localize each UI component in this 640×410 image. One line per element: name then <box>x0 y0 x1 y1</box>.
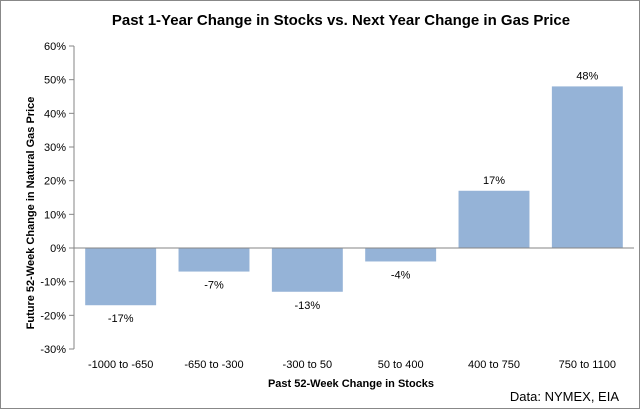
y-tick-label: 0% <box>50 243 66 255</box>
chart-title: Past 1-Year Change in Stocks vs. Next Ye… <box>112 12 570 29</box>
x-tick-label: -300 to 50 <box>283 359 333 371</box>
bar <box>178 248 250 272</box>
bar-value-label: 17% <box>483 175 505 187</box>
y-tick-label: 60% <box>44 41 66 53</box>
y-tick-label: 20% <box>44 176 66 188</box>
x-tick-label: -650 to -300 <box>184 359 243 371</box>
bar-series <box>85 86 623 306</box>
y-tick-label: 30% <box>44 142 66 154</box>
bar-value-label: -4% <box>391 269 411 281</box>
x-axis-title: Past 52-Week Change in Stocks <box>268 378 434 390</box>
bar <box>551 86 623 249</box>
bar <box>85 248 157 306</box>
bar-value-label: -17% <box>108 313 134 325</box>
x-tick-label: 50 to 400 <box>378 359 424 371</box>
y-tick-label: -20% <box>40 310 66 322</box>
bar <box>458 190 530 248</box>
x-tick-label: 400 to 750 <box>468 359 520 371</box>
source-note: Data: NYMEX, EIA <box>510 389 619 404</box>
y-tick-label: 10% <box>44 209 66 221</box>
x-tick-label: 750 to 1100 <box>559 359 616 371</box>
y-axis-ticks: 60% 50% 40% 30% 20% 10% 0% -10% -20% -30% <box>40 41 74 356</box>
y-tick-label: 40% <box>44 108 66 120</box>
bar-value-label: -7% <box>204 280 224 292</box>
data-labels: -17% -7% -13% -4% 17% 48% <box>108 70 599 325</box>
x-axis-ticks: -1000 to -650 -650 to -300 -300 to 50 50 to… <box>88 359 616 371</box>
y-tick-label: -30% <box>40 344 66 356</box>
bar <box>365 248 437 262</box>
bar-value-label: -13% <box>294 300 320 312</box>
y-axis-title: Future 52-Week Change in Natural Gas Pri… <box>25 97 37 330</box>
bar <box>271 248 343 292</box>
y-tick-label: 50% <box>44 75 66 87</box>
x-tick-label: -1000 to -650 <box>88 359 153 371</box>
bar-value-label: 48% <box>576 70 598 82</box>
y-tick-label: -10% <box>40 277 66 289</box>
